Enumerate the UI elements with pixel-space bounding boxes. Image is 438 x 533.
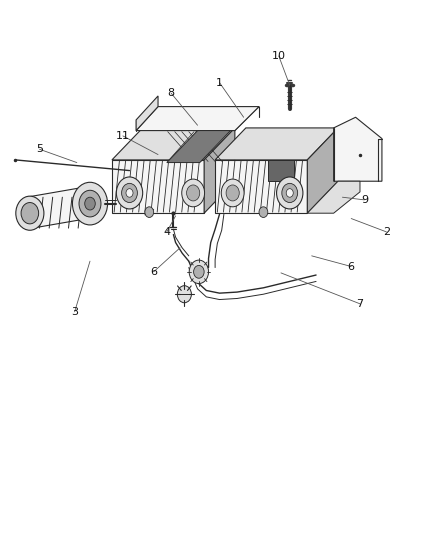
Circle shape — [116, 177, 142, 209]
Text: 6: 6 — [347, 262, 354, 271]
Text: 11: 11 — [116, 131, 130, 141]
Text: 3: 3 — [71, 307, 78, 317]
Text: 5: 5 — [36, 144, 43, 154]
Text: 9: 9 — [360, 195, 367, 205]
Circle shape — [21, 203, 39, 224]
Polygon shape — [307, 181, 359, 213]
Circle shape — [16, 196, 44, 230]
Circle shape — [221, 179, 244, 207]
Circle shape — [286, 189, 293, 197]
Polygon shape — [307, 128, 337, 213]
Polygon shape — [136, 96, 158, 131]
Text: 1: 1 — [215, 78, 223, 87]
Circle shape — [79, 190, 101, 217]
Circle shape — [181, 179, 204, 207]
Circle shape — [226, 185, 239, 201]
Polygon shape — [267, 160, 293, 181]
Polygon shape — [333, 117, 381, 181]
Polygon shape — [215, 160, 307, 213]
Circle shape — [85, 197, 95, 210]
Text: 2: 2 — [382, 227, 389, 237]
Circle shape — [189, 260, 208, 284]
Text: 7: 7 — [356, 299, 363, 309]
Circle shape — [121, 183, 137, 203]
Circle shape — [193, 265, 204, 278]
Text: 6: 6 — [150, 267, 157, 277]
Text: 4: 4 — [163, 227, 170, 237]
Circle shape — [177, 286, 191, 303]
Polygon shape — [112, 160, 204, 213]
Text: 10: 10 — [271, 51, 285, 61]
Circle shape — [186, 185, 199, 201]
Circle shape — [145, 207, 153, 217]
Circle shape — [72, 182, 107, 225]
Polygon shape — [166, 131, 230, 163]
Circle shape — [258, 207, 267, 217]
Polygon shape — [26, 187, 88, 229]
Polygon shape — [136, 107, 258, 131]
Circle shape — [126, 189, 133, 197]
Polygon shape — [204, 128, 234, 213]
Text: 8: 8 — [167, 88, 174, 98]
Circle shape — [281, 183, 297, 203]
Circle shape — [276, 177, 302, 209]
Polygon shape — [215, 128, 337, 160]
Polygon shape — [112, 128, 234, 160]
